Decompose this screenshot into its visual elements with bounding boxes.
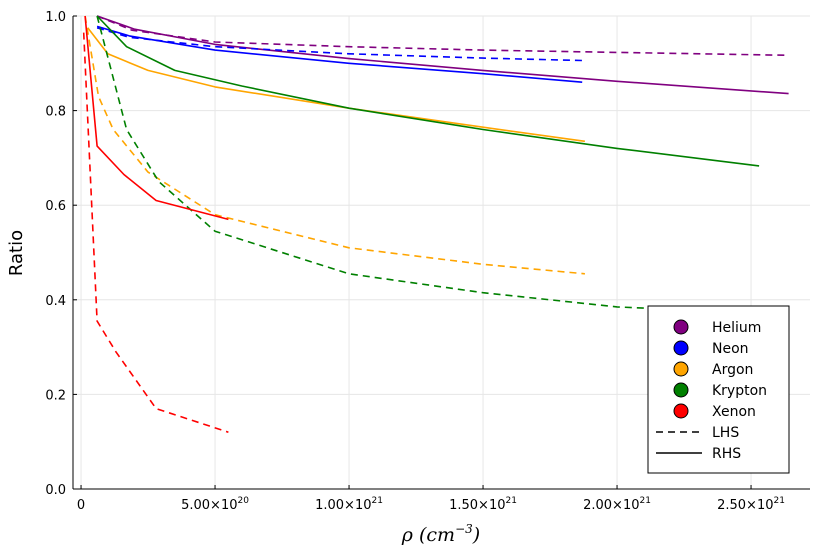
x-tick-label-4: 2.00×1021 — [583, 496, 651, 513]
series-krypton-lhs — [96, 15, 671, 311]
x-tick-label-0: 0 — [77, 498, 85, 513]
y-axis-label: Ratio — [6, 230, 27, 276]
y-tick-label-0: 0.0 — [45, 483, 66, 498]
y-tick-label-4: 0.8 — [45, 105, 66, 120]
series-lines — [82, 15, 789, 433]
legend-box — [647, 305, 790, 474]
series-argon-rhs — [87, 27, 586, 143]
series-argon-lhs — [84, 15, 585, 275]
x-tick-label-5: 2.50×1021 — [717, 496, 785, 513]
y-axis-ticks: 0.0 0.2 0.4 0.6 0.8 1.0 — [45, 10, 77, 498]
axes — [72, 16, 810, 490]
series-xenon-lhs — [82, 32, 229, 433]
y-tick-label-2: 0.4 — [45, 294, 66, 309]
series-helium-rhs — [96, 15, 789, 95]
legend-marker-xenon — [673, 403, 689, 419]
y-tick-label-5: 1.0 — [45, 10, 66, 25]
series-krypton-rhs — [96, 15, 760, 167]
legend-marker-helium — [673, 319, 689, 335]
x-tick-label-2: 1.00×1021 — [315, 496, 383, 513]
legend-label-krypton: Krypton — [712, 383, 767, 399]
legend-label-argon: Argon — [712, 362, 753, 378]
legend: Helium Neon Argon Krypton Xenon LHS RHS — [647, 305, 790, 474]
x-tick-label-3: 1.50×1021 — [449, 496, 517, 513]
legend-label-neon: Neon — [712, 341, 749, 357]
series-neon-lhs — [96, 27, 583, 62]
legend-marker-krypton — [673, 382, 689, 398]
x-axis-ticks: 0 5.00×1020 1.00×1021 1.50×1021 2.00×1021 2.5… — [77, 485, 785, 513]
y-tick-label-3: 0.6 — [45, 199, 66, 214]
x-axis-label: ρ (cm−3) — [401, 522, 480, 546]
legend-label-rhs: RHS — [712, 446, 741, 462]
legend-label-helium: Helium — [712, 320, 761, 336]
legend-marker-neon — [673, 340, 689, 356]
x-tick-label-1: 5.00×1020 — [181, 496, 249, 513]
y-tick-label-1: 0.2 — [45, 388, 66, 403]
series-helium-lhs — [96, 15, 789, 57]
legend-label-xenon: Xenon — [712, 404, 756, 420]
legend-label-lhs: LHS — [712, 425, 739, 441]
legend-marker-argon — [673, 361, 689, 377]
series-xenon-rhs — [84, 15, 229, 221]
series-neon-rhs — [96, 25, 583, 83]
